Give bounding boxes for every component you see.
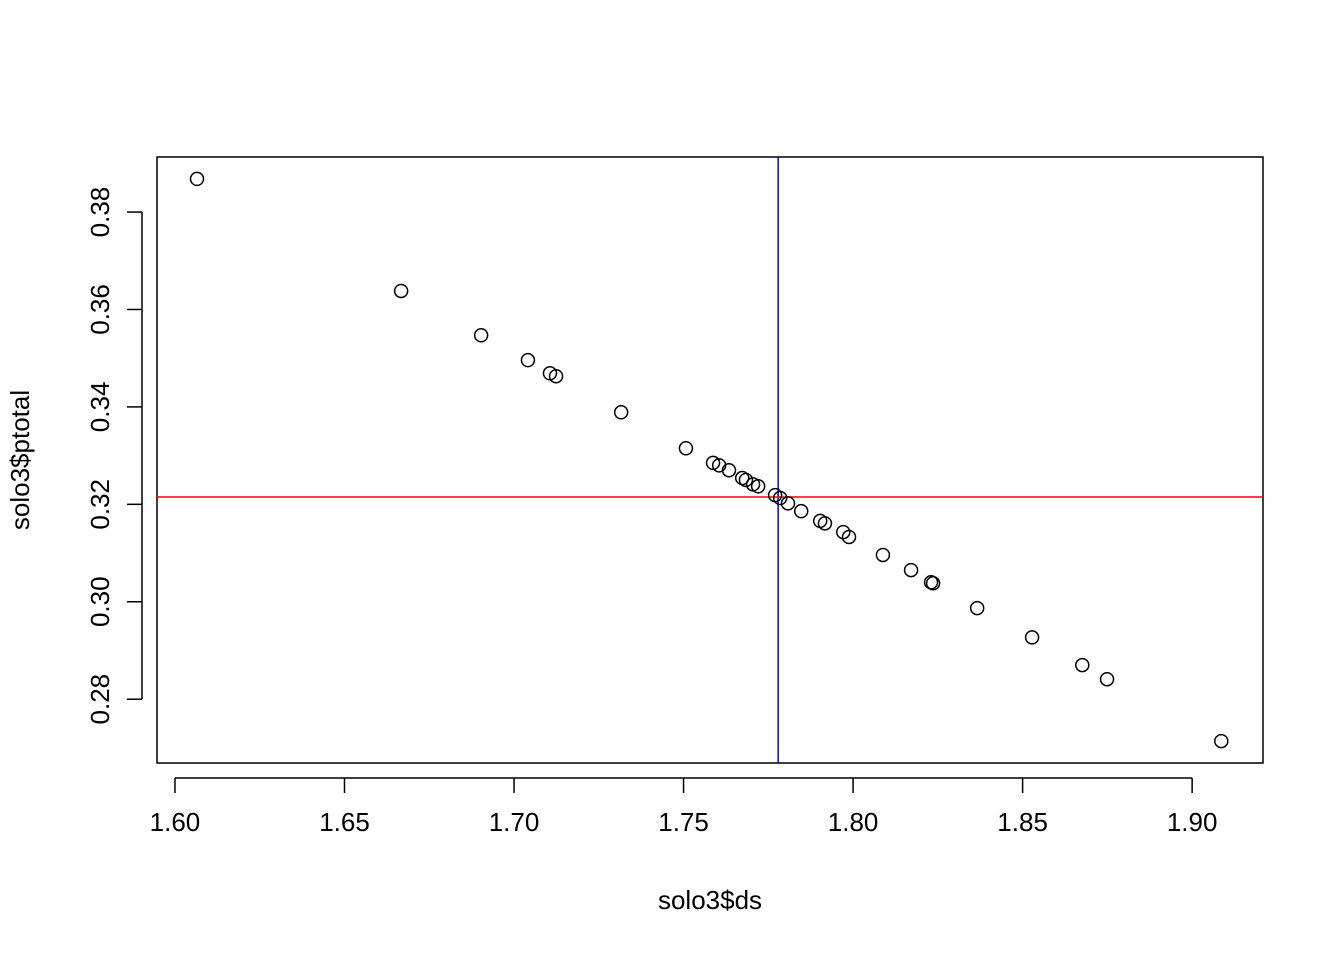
point [969,600,985,616]
point [817,516,833,531]
point [903,562,919,578]
point [473,328,489,343]
x-tick-label: 1.75 [658,807,709,837]
point [738,472,754,488]
point [841,529,857,545]
point [780,496,796,511]
x-tick-label: 1.90 [1167,807,1218,837]
y-tick-label: 0.38 [85,187,115,238]
point [520,352,536,368]
point [678,441,694,456]
x-tick-label: 1.80 [828,807,879,837]
y-tick-label: 0.36 [85,284,115,335]
point [1024,630,1040,645]
point [925,575,941,591]
point [393,283,409,299]
point [1075,657,1090,673]
point [772,490,788,506]
x-tick-label: 1.60 [150,807,201,837]
point [548,368,564,384]
point [721,462,737,478]
y-tick-label: 0.32 [85,479,115,530]
point [613,405,629,420]
y-tick-label: 0.28 [85,674,115,725]
x-tick-label: 1.65 [319,807,370,837]
point [705,455,721,471]
point [1214,733,1229,749]
point [875,547,891,563]
point [189,171,205,187]
point [1099,671,1115,687]
y-tick-label: 0.34 [85,382,115,433]
x-axis-label: solo3$ds [658,885,762,915]
point [750,479,766,494]
x-tick-label: 1.85 [997,807,1048,837]
point [793,503,809,519]
y-axis-label: solo3$ptotal [5,390,35,530]
x-tick-label: 1.70 [489,807,540,837]
plot-box [156,156,1264,764]
y-tick-label: 0.30 [85,576,115,627]
